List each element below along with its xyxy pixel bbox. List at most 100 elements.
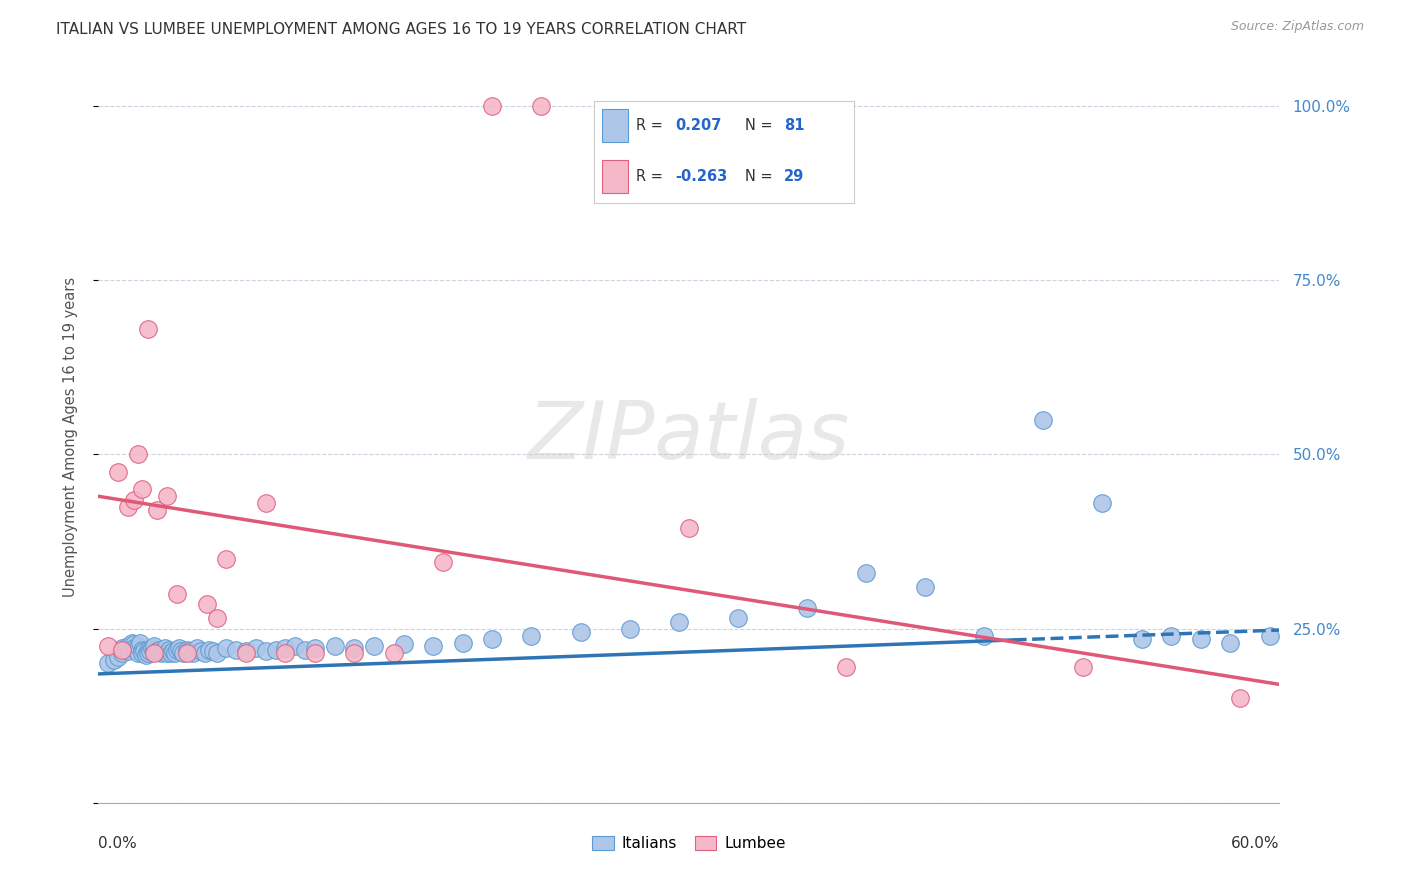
Point [914,580,936,594]
Point [136,646,159,660]
Point [678,521,700,535]
Text: -0.263: -0.263 [675,169,727,184]
Point [190,644,212,658]
Point [97,639,120,653]
Point [162,644,184,658]
Point [727,611,749,625]
Point [855,566,877,580]
Point [138,644,160,658]
Point [835,660,858,674]
Point [186,641,208,656]
Point [343,646,366,660]
Point [142,646,165,660]
Point [304,641,326,656]
Point [148,642,170,657]
Point [97,657,120,671]
Point [194,646,217,660]
Bar [602,160,628,193]
Point [197,642,219,657]
Point [141,641,163,656]
Point [170,644,193,658]
Point [136,322,159,336]
Point [165,646,187,660]
Text: N =: N = [745,118,778,133]
Point [152,644,174,658]
Point [127,448,149,462]
Point [115,642,138,657]
Text: ZIPatlas: ZIPatlas [527,398,851,476]
Point [530,99,553,113]
Point [569,625,592,640]
Bar [602,109,628,142]
Point [619,622,641,636]
Point [1032,412,1054,426]
Point [343,641,366,656]
Point [122,637,145,651]
Point [1091,496,1114,510]
Legend: Italians, Lumbee: Italians, Lumbee [586,830,792,857]
Point [363,639,385,653]
Text: 60.0%: 60.0% [1232,836,1279,851]
Point [176,646,198,660]
Point [181,646,204,660]
Point [1189,632,1212,646]
Point [176,642,198,657]
Point [1258,629,1281,643]
Point [111,642,134,657]
Text: N =: N = [745,169,778,184]
Point [215,641,238,656]
Point [1160,629,1182,643]
Point [1229,691,1251,706]
Text: 29: 29 [785,169,804,184]
Point [205,646,228,660]
Point [668,615,690,629]
Point [155,641,177,656]
Point [432,556,454,570]
Point [117,639,139,653]
Point [156,646,179,660]
Point [150,646,173,660]
Point [125,643,148,657]
Point [201,644,224,658]
Point [156,489,179,503]
Point [142,639,165,653]
Point [122,641,145,656]
Point [128,635,150,649]
Point [254,644,277,658]
Text: R =: R = [636,118,668,133]
Point [135,648,157,662]
Point [131,642,153,657]
Point [973,629,995,643]
Text: 0.207: 0.207 [675,118,721,133]
Point [167,641,190,656]
Text: Source: ZipAtlas.com: Source: ZipAtlas.com [1230,20,1364,33]
Point [131,646,153,660]
Point [274,646,297,660]
Point [235,644,257,658]
Text: R =: R = [636,169,668,184]
Point [1130,632,1153,646]
Point [796,600,818,615]
Point [177,644,200,658]
Point [127,639,149,653]
Point [284,639,307,653]
Point [225,642,247,657]
Point [117,644,139,658]
Point [146,503,169,517]
Point [111,646,134,660]
Point [520,629,543,643]
Point [392,637,415,651]
Point [1071,660,1094,674]
Text: 81: 81 [785,118,804,133]
Point [245,641,267,656]
Point [481,99,503,113]
Text: 0.0%: 0.0% [98,836,138,851]
Point [451,635,474,649]
Point [235,646,257,660]
Point [157,642,180,657]
Point [131,483,153,497]
Point [274,641,297,656]
Point [323,639,346,653]
Point [142,642,165,657]
Point [121,635,143,649]
